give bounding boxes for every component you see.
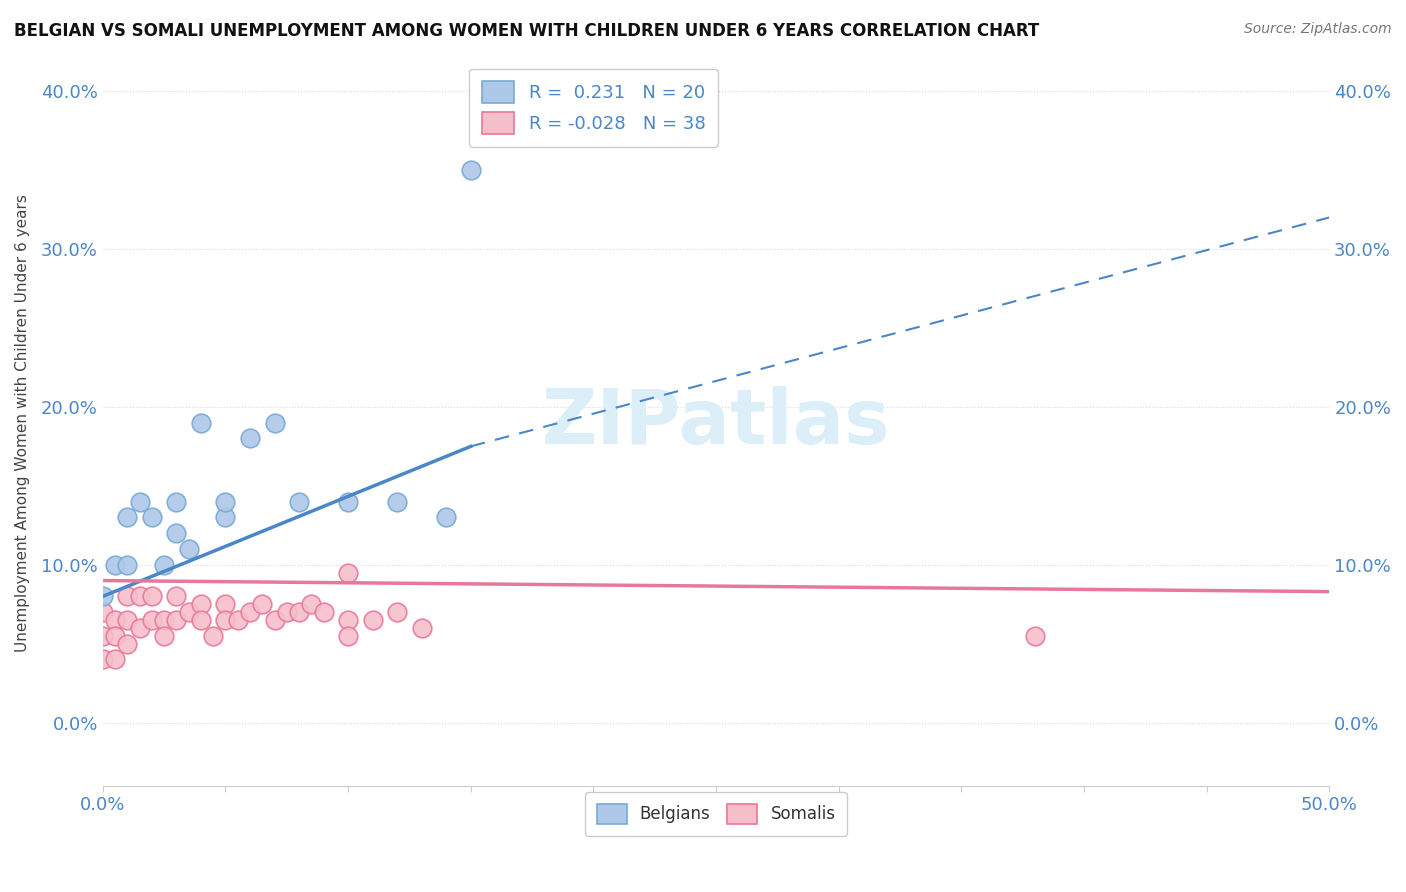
Point [91,590,114,604]
Point [288,605,311,619]
Y-axis label: Unemployment Among Women with Children Under 6 years: Unemployment Among Women with Children U… [15,194,30,652]
Point [165,613,187,627]
Point [104,613,127,627]
Point [153,558,176,572]
Point [128,621,150,635]
Point [104,629,127,643]
Text: BELGIAN VS SOMALI UNEMPLOYMENT AMONG WOMEN WITH CHILDREN UNDER 6 YEARS CORRELATI: BELGIAN VS SOMALI UNEMPLOYMENT AMONG WOM… [14,22,1039,40]
Point [214,510,236,524]
Point [165,590,187,604]
Point [153,629,176,643]
Point [214,613,236,627]
Point [276,605,298,619]
Point [214,597,236,611]
Point [288,494,311,508]
Point [91,605,114,619]
Point [202,629,225,643]
Point [385,494,408,508]
Point [128,494,150,508]
Point [337,566,360,580]
Point [91,652,114,666]
Point [337,494,360,508]
Point [190,613,212,627]
Point [226,613,249,627]
Point [117,590,139,604]
Point [128,590,150,604]
Point [361,613,384,627]
Text: ZIPatlas: ZIPatlas [541,385,890,459]
Point [239,605,262,619]
Point [337,629,360,643]
Point [165,526,187,541]
Point [299,597,322,611]
Point [434,510,457,524]
Point [117,613,139,627]
Point [153,613,176,627]
Point [1024,629,1046,643]
Point [104,558,127,572]
Point [190,597,212,611]
Point [337,613,360,627]
Point [312,605,335,619]
Point [411,621,433,635]
Point [177,605,200,619]
Point [141,510,163,524]
Point [239,432,262,446]
Text: Source: ZipAtlas.com: Source: ZipAtlas.com [1244,22,1392,37]
Point [117,637,139,651]
Point [165,494,187,508]
Point [177,541,200,556]
Point [91,629,114,643]
Point [263,416,285,430]
Point [141,613,163,627]
Point [252,597,274,611]
Point [385,605,408,619]
Point [190,416,212,430]
Point [263,613,285,627]
Point [460,163,482,178]
Point [141,590,163,604]
Point [117,510,139,524]
Legend: Belgians, Somalis: Belgians, Somalis [585,792,848,836]
Point [117,558,139,572]
Point [104,652,127,666]
Point [214,494,236,508]
